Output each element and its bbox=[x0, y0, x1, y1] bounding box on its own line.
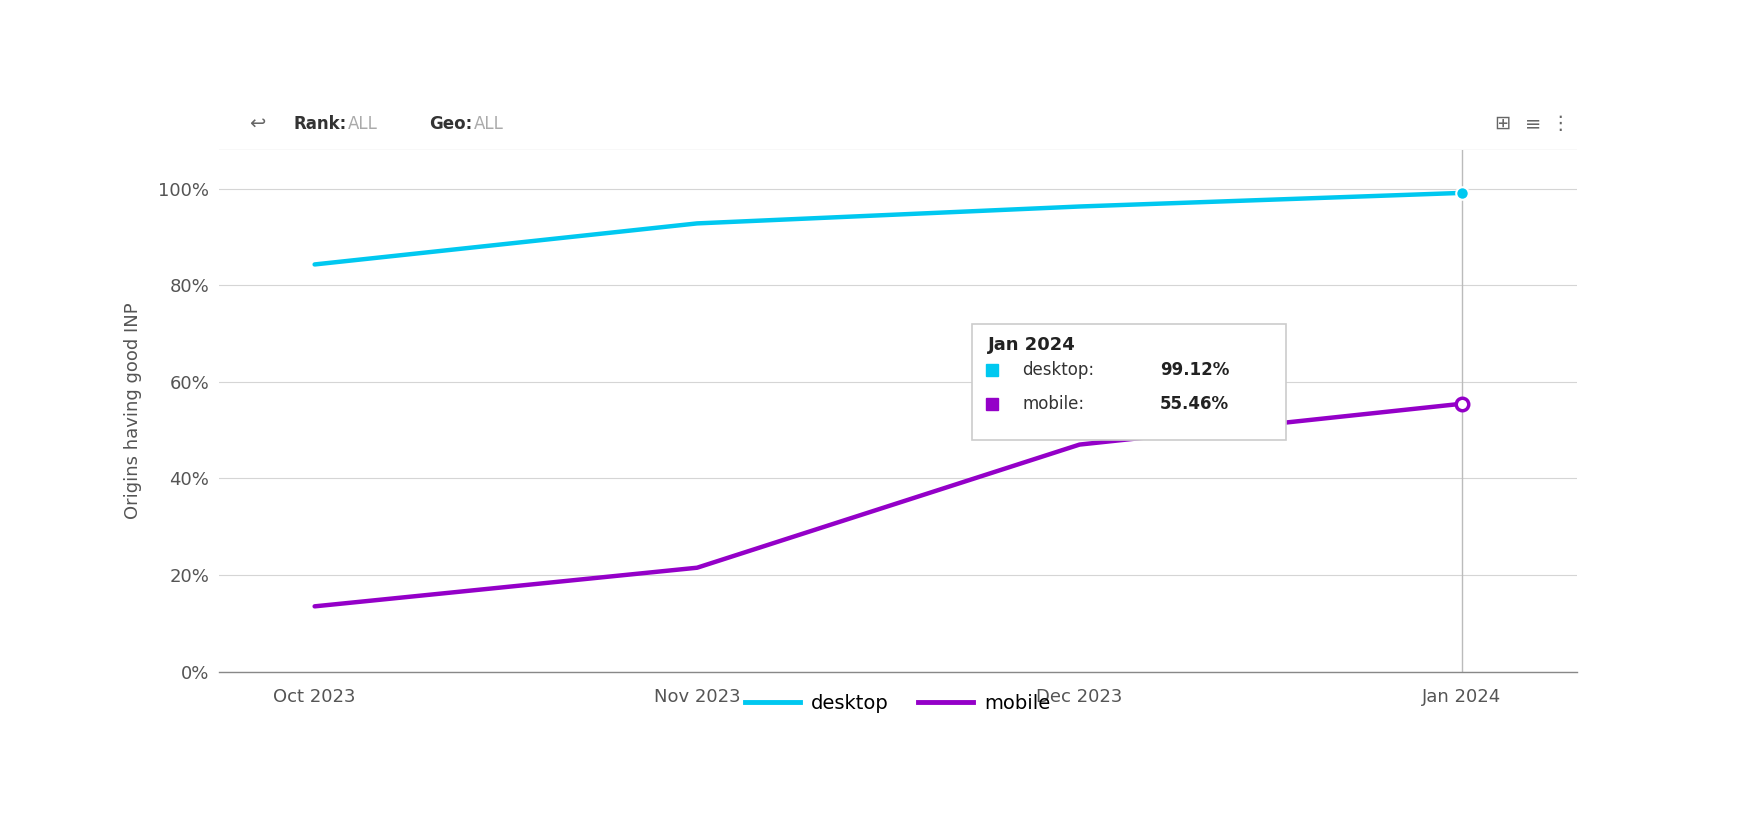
Text: ⋮: ⋮ bbox=[1551, 114, 1570, 133]
Text: mobile:: mobile: bbox=[1021, 395, 1084, 412]
Text: desktop:: desktop: bbox=[1021, 361, 1095, 379]
Text: ↩: ↩ bbox=[249, 114, 265, 133]
Legend: desktop, mobile: desktop, mobile bbox=[738, 686, 1058, 720]
Text: ≡: ≡ bbox=[1526, 114, 1542, 133]
Text: 55.46%: 55.46% bbox=[1160, 395, 1228, 412]
Text: Geo:: Geo: bbox=[429, 115, 473, 132]
Text: ⊞: ⊞ bbox=[1494, 114, 1510, 133]
Text: Rank:: Rank: bbox=[294, 115, 347, 132]
Text: Jan 2024: Jan 2024 bbox=[988, 336, 1076, 354]
FancyBboxPatch shape bbox=[972, 324, 1286, 439]
Text: 99.12%: 99.12% bbox=[1160, 361, 1230, 379]
Text: ALL: ALL bbox=[475, 115, 505, 132]
Text: ALL: ALL bbox=[349, 115, 378, 132]
Y-axis label: Origins having good INP: Origins having good INP bbox=[124, 302, 142, 519]
